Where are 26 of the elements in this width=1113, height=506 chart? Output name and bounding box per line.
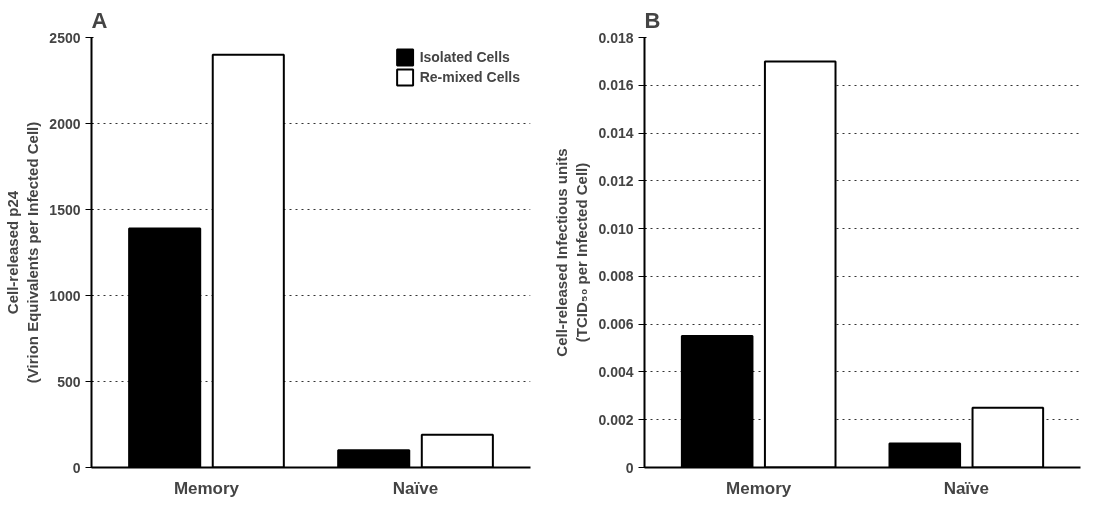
y-tick-label: 0.014 [598,125,634,142]
y-tick-label: 2500 [49,29,81,46]
y-tick-label: 0 [72,459,81,476]
y-axis-title: Cell-released Infectious units (TCID₅₀ per Infected Cell) [553,148,591,357]
y-tick-label: 0.016 [598,77,634,94]
x-tick-label: Naïve [943,478,989,498]
y-tick-label: 0.018 [598,29,634,46]
y-tick-label: 0.012 [598,172,634,189]
chart-title: A [91,7,108,33]
y-tick-label: 0.008 [598,268,634,285]
y-axis-title: Cell-released p24 (Virion Equivalents per Infected Cell) [3,121,42,384]
y-tick-label: 1500 [49,201,81,218]
legend-label: Isolated Cells [419,49,510,65]
y-tick-label: 500 [57,373,81,390]
legend-label: Re-mixed Cells [419,69,520,85]
y-tick-label: 0.006 [598,316,634,333]
x-tick-label: Memory [173,478,240,498]
chart-title: B [644,7,661,33]
y-tick-label: 1000 [49,287,81,304]
y-tick-label: 0.004 [598,363,634,380]
y-tick-label: 0.010 [598,220,634,237]
y-tick-label: 0.002 [598,411,634,428]
x-tick-label: Memory [726,478,792,498]
y-tick-label: 2000 [49,115,81,132]
x-tick-label: Naïve [392,478,439,498]
y-tick-label: 0 [625,459,634,476]
